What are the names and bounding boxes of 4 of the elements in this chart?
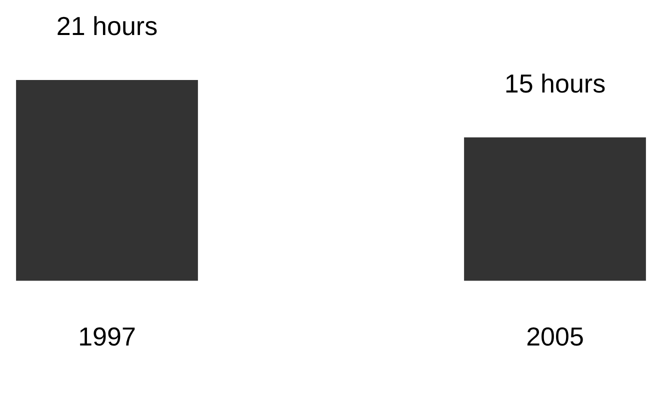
x-tick-label: 2005 (526, 322, 584, 352)
data-label: 15 hours (504, 68, 606, 99)
x-tick-label: 1997 (78, 322, 136, 352)
data-label: 21 hours (56, 11, 158, 42)
